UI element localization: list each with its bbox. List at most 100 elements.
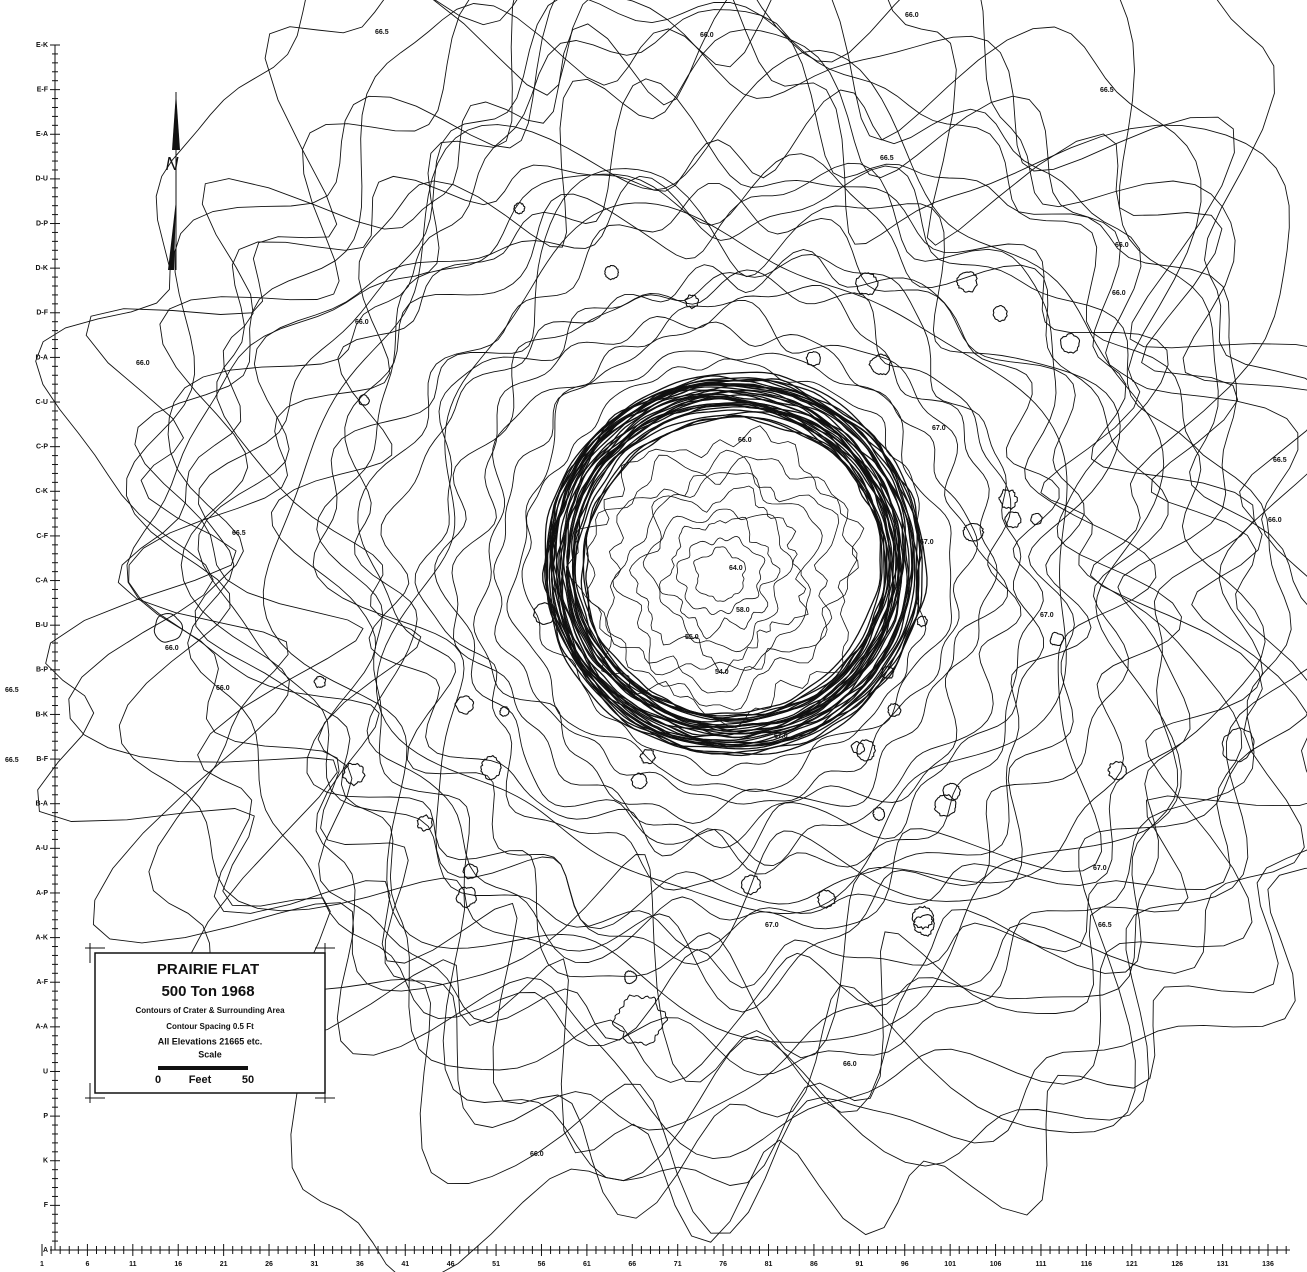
contour-label: 67.0: [774, 733, 788, 740]
contour-line: [999, 490, 1018, 510]
scale-label: Feet: [189, 1074, 212, 1086]
contour-line: [1031, 513, 1043, 524]
contour-label: 66.0: [738, 437, 752, 444]
bottom-axis-label: 81: [765, 1261, 773, 1268]
bottom-axis-label: 71: [674, 1261, 682, 1268]
legend-title: PRAIRIE FLAT: [157, 961, 259, 978]
bottom-axis-label: 86: [810, 1261, 818, 1268]
contour-label: 66.0: [1268, 517, 1282, 524]
contour-label: 66.0: [843, 1061, 857, 1068]
contour-label: 66.5: [5, 757, 19, 764]
bottom-axis-label: 6: [85, 1261, 89, 1268]
contour-line: [857, 740, 876, 761]
contour-label: 66.5: [232, 530, 246, 537]
contour-line: [168, 10, 1237, 1083]
contour-line: [1050, 632, 1063, 645]
left-axis-label: A-F: [36, 979, 48, 986]
bottom-axis-label: 61: [583, 1261, 591, 1268]
contour-label: 66.0: [216, 685, 230, 692]
bottom-axis-label: 91: [855, 1261, 863, 1268]
contour-line: [888, 704, 901, 717]
contour-label: 66.0: [1112, 290, 1126, 297]
contour-line: [873, 808, 885, 821]
contour-label: 67.0: [920, 539, 934, 546]
contour-label: 66.5: [375, 29, 389, 36]
contour-label: 55.0: [685, 634, 699, 641]
contour-line: [917, 616, 927, 627]
legend-subtitle: 500 Ton 1968: [161, 983, 254, 1000]
bottom-axis-label: 131: [1217, 1261, 1229, 1268]
bottom-axis-label: 101: [944, 1261, 956, 1268]
contour-line: [676, 537, 765, 615]
contour-label: 54.0: [715, 669, 729, 676]
bottom-axis-label: 26: [265, 1261, 273, 1268]
left-axis-label: A-A: [36, 1024, 48, 1031]
bottom-axis-label: 126: [1171, 1261, 1183, 1268]
contour-line: [957, 272, 978, 293]
contour-label: 66.0: [1115, 242, 1129, 249]
bottom-axis-label: 136: [1262, 1261, 1274, 1268]
left-axis-label: B-A: [36, 801, 48, 808]
contour-label: 66.5: [1098, 922, 1112, 929]
bottom-axis-label: 31: [311, 1261, 319, 1268]
bottom-axis-label: 76: [719, 1261, 727, 1268]
left-axis-label: U: [43, 1068, 48, 1075]
bottom-axis-label: 11: [129, 1261, 137, 1268]
bottom-axis-label: 111: [1036, 1261, 1047, 1268]
bottom-axis-label: 66: [628, 1261, 636, 1268]
contour-line: [455, 696, 474, 714]
left-axis-label: E-F: [37, 86, 49, 93]
contour-line: [993, 306, 1007, 322]
legend-line: All Elevations 21665 etc.: [158, 1036, 263, 1046]
contour-line: [481, 756, 501, 780]
left-axis-label: E-A: [36, 131, 48, 138]
contour-map: N PRAIRIE FLAT 500 Ton 1968 Contours of …: [0, 0, 1307, 1272]
contour-line: [1061, 333, 1080, 353]
contour-line: [369, 250, 1059, 875]
left-axis-label: D-A: [36, 354, 48, 361]
left-axis-label: A-P: [36, 890, 48, 897]
contour-line: [345, 163, 1156, 962]
left-axis-label: D-F: [36, 310, 48, 317]
contour-line: [263, 50, 1181, 1042]
left-axis-label: D-U: [36, 176, 48, 183]
contour-label: 66.5: [5, 687, 19, 694]
left-axis-label: A-K: [36, 934, 48, 941]
left-axis-label: C-F: [36, 533, 48, 540]
left-axis-label: P: [43, 1113, 48, 1120]
contour-line: [314, 676, 326, 687]
legend: PRAIRIE FLAT 500 Ton 1968 Contours of Cr…: [85, 943, 335, 1103]
bottom-axis-label: 21: [220, 1261, 228, 1268]
bottom-axis-label: 116: [1081, 1261, 1092, 1268]
bottom-axis-label: 106: [990, 1261, 1002, 1268]
scale-label: 50: [242, 1074, 254, 1086]
legend-line: Contour Spacing 0.5 Ft: [166, 1022, 254, 1031]
left-axis-label: B-P: [36, 667, 48, 674]
left-axis-label: A: [43, 1247, 48, 1254]
left-axis-label: C-P: [36, 444, 48, 451]
contour-line: [500, 707, 509, 717]
north-label: N: [166, 154, 180, 174]
bottom-axis-label: 41: [401, 1261, 409, 1268]
contour-label: 67.0: [765, 922, 779, 929]
bottom-axis-label: 36: [356, 1261, 364, 1268]
left-axis-label: B-U: [36, 622, 48, 629]
left-axis-label: C-A: [36, 577, 48, 584]
bottom-axis-label: 1: [40, 1261, 44, 1268]
contour-line: [343, 763, 365, 785]
scale-title: Scale: [198, 1049, 222, 1059]
bottom-axis-label: 56: [538, 1261, 546, 1268]
contour-label: 58.0: [736, 607, 750, 614]
contour-label: 64.0: [729, 565, 743, 572]
contour-line: [607, 450, 839, 693]
left-axis-label: B-K: [36, 711, 48, 718]
left-axis-label: D-K: [36, 265, 48, 272]
contour-label: 66.5: [1100, 87, 1114, 94]
contour-line: [359, 395, 370, 406]
bottom-axis-label: 16: [174, 1261, 182, 1268]
contour-label: 66.0: [136, 360, 150, 367]
contour-label: 66.5: [1273, 457, 1287, 464]
left-axis-label: C-K: [36, 488, 48, 495]
bottom-axis-label: 121: [1126, 1261, 1138, 1268]
contour-line: [129, 29, 1255, 1112]
